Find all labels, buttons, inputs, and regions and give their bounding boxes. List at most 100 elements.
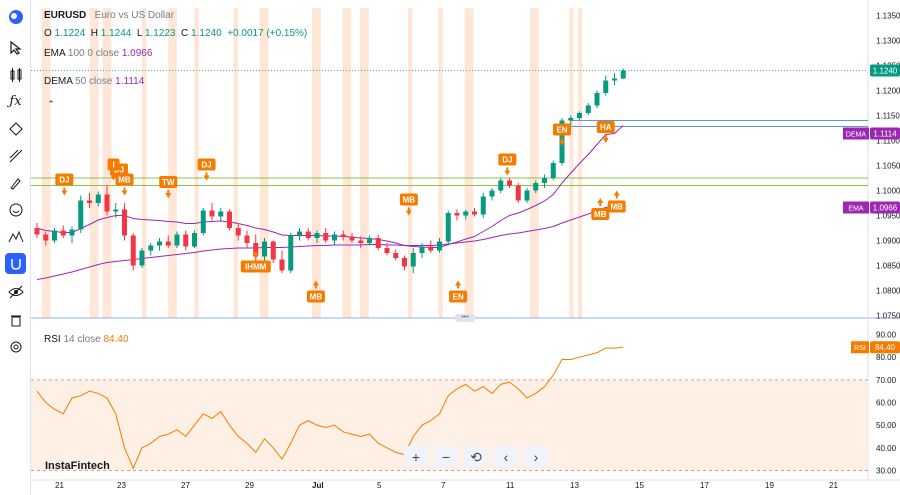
candle-body [314, 233, 320, 238]
scroll-left-button[interactable]: ‹ [494, 446, 518, 468]
candle-body [244, 235, 250, 243]
pattern-icon[interactable] [5, 226, 26, 247]
open-value: 1.1224 [54, 28, 86, 39]
fx-icon[interactable]: ƒx [9, 94, 22, 109]
marker-label: TW [162, 178, 175, 187]
settings-icon[interactable] [5, 336, 26, 357]
marker-arrow-down [110, 172, 117, 181]
rsi-value: 84.40 [103, 334, 129, 345]
marker-arrow-down [504, 167, 511, 176]
highlight-band [530, 8, 539, 318]
marker-badge [240, 260, 271, 273]
magnet-icon[interactable] [5, 253, 26, 274]
marker-arrow-down [602, 135, 609, 143]
candle-body [87, 200, 92, 203]
date-tick-label: 17 [700, 481, 709, 490]
reset-chart-button[interactable]: ⟲ [464, 446, 488, 468]
marker-arrow-up [613, 190, 620, 199]
date-tick-label: 29 [245, 481, 254, 490]
symbol-legend: EURUSD Euro vs US Dollar [44, 10, 174, 21]
candle-body [297, 231, 302, 236]
candle-body [200, 210, 206, 233]
highlight-band [438, 8, 443, 318]
brush-icon[interactable] [5, 172, 26, 193]
candle-body [620, 70, 626, 79]
rsi-tick-label: 60.00 [876, 399, 897, 408]
marker-arrow-down [61, 187, 68, 196]
marker-label: MB [310, 293, 323, 302]
price-tick-label: 1.0900 [876, 237, 900, 246]
candles-icon[interactable] [5, 64, 26, 85]
candle-body [428, 246, 434, 251]
date-tick-label: 15 [635, 481, 644, 490]
candle-body [104, 194, 110, 212]
marker-label: DJ [201, 161, 211, 170]
marker-arrow-up [312, 280, 319, 289]
candle-body [393, 253, 399, 258]
close-value: 1.1240 [191, 28, 222, 39]
price-tick-label: 1.0850 [876, 262, 900, 271]
trendline-icon[interactable] [5, 145, 26, 166]
crosshair-icon[interactable] [5, 118, 26, 139]
eye-icon[interactable] [5, 281, 26, 302]
marker-label: EN [556, 126, 567, 135]
highlight-band [342, 8, 352, 318]
marker-badge [607, 200, 626, 213]
candle-body [148, 245, 154, 251]
candle-body [550, 163, 556, 178]
ema-legend[interactable]: EMA 100 0 close 1.0966 [44, 48, 152, 59]
close-label: C [181, 28, 189, 39]
symbol-name: Euro vs US Dollar [94, 10, 175, 21]
candle-body [515, 185, 521, 201]
marker-badge [553, 123, 571, 136]
date-tick-label: Jul [312, 481, 324, 490]
dema-legend[interactable]: DEMA 50 close 1.1114 [44, 76, 144, 87]
marker-label: MB [610, 203, 623, 212]
symbol-ticker: EURUSD [44, 10, 87, 21]
marker-label: DJ [502, 156, 512, 165]
cursor-icon[interactable] [5, 37, 26, 58]
candle-body [130, 235, 136, 266]
logo-icon[interactable] [5, 6, 26, 27]
candle-body [209, 210, 215, 217]
candle-body [445, 213, 451, 242]
price-tick-label: 1.1000 [876, 187, 900, 196]
ema-value: 1.0966 [121, 48, 153, 59]
marker-badge [107, 158, 120, 171]
chart-canvas[interactable]: 1.13501.13001.12501.12001.11501.11001.10… [31, 0, 900, 495]
trash-icon[interactable] [5, 309, 26, 330]
emoji-icon[interactable] [5, 199, 26, 220]
price-tick-label: 1.0950 [876, 212, 900, 221]
collapse-legend-button[interactable]: ⌃ [47, 99, 55, 109]
pane-resize-handle[interactable]: ••• [455, 314, 475, 322]
highlight-band [168, 8, 177, 318]
marker-badge [498, 153, 517, 166]
zoom-in-button[interactable]: + [404, 446, 428, 468]
rsi-legend[interactable]: RSI 14 close 84.40 [44, 334, 129, 345]
candle-body [183, 234, 189, 247]
candle-body [463, 211, 469, 216]
marker-badge [591, 208, 610, 220]
candle-body [340, 234, 346, 237]
scroll-right-button[interactable]: › [524, 446, 548, 468]
candle-body [437, 241, 442, 251]
marker-label: MB [403, 196, 416, 205]
rsi-params: 14 close [63, 334, 101, 345]
dema-value-tag [870, 127, 900, 140]
marker-arrow-down [203, 172, 210, 181]
marker-label: I [112, 161, 114, 170]
zoom-out-button[interactable]: − [434, 446, 458, 468]
marker-badge [55, 173, 74, 186]
highlight-band [569, 8, 574, 318]
candle-body [612, 78, 617, 81]
marker-label: IHMM [245, 263, 267, 272]
rsi-tick-label: 30.00 [876, 466, 897, 475]
candle-body [594, 93, 600, 106]
dema-name: DEMA [44, 76, 73, 87]
marker-arrow-up [252, 250, 259, 259]
candle-body [235, 228, 241, 236]
last-price-value: 1.1240 [873, 67, 898, 76]
candle-body [95, 194, 101, 203]
low-label: L [136, 28, 143, 39]
open-label: O [44, 28, 52, 39]
